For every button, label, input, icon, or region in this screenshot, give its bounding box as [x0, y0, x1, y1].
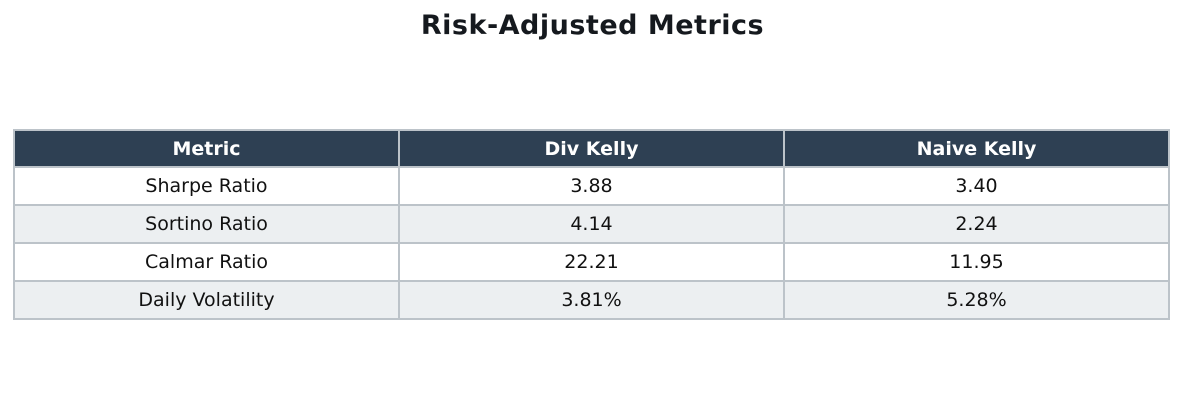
- table-row-sharpe-ratio: Sharpe Ratio 3.88 3.40: [13, 166, 1170, 206]
- metric-name-cell: Calmar Ratio: [13, 242, 400, 282]
- metric-name-cell: Daily Volatility: [13, 280, 400, 320]
- header-row: Metric Div Kelly Naive Kelly: [13, 129, 1170, 168]
- metric-name-cell: Sortino Ratio: [13, 204, 400, 244]
- metric-name-cell: Sharpe Ratio: [13, 166, 400, 206]
- div-kelly-value-cell: 22.21: [398, 242, 785, 282]
- column-header-naive-kelly: Naive Kelly: [783, 129, 1170, 168]
- table-body: Sharpe Ratio 3.88 3.40 Sortino Ratio 4.1…: [13, 166, 1170, 320]
- div-kelly-value-cell: 4.14: [398, 204, 785, 244]
- naive-kelly-value-cell: 11.95: [783, 242, 1170, 282]
- column-header-div-kelly: Div Kelly: [398, 129, 785, 168]
- div-kelly-value-cell: 3.88: [398, 166, 785, 206]
- table-row-calmar-ratio: Calmar Ratio 22.21 11.95: [13, 242, 1170, 282]
- table-row-daily-volatility: Daily Volatility 3.81% 5.28%: [13, 280, 1170, 320]
- risk-metrics-table: Metric Div Kelly Naive Kelly Sharpe Rati…: [13, 129, 1170, 320]
- page-title: Risk-Adjusted Metrics: [420, 10, 765, 41]
- column-header-metric: Metric: [13, 129, 400, 168]
- naive-kelly-value-cell: 2.24: [783, 204, 1170, 244]
- naive-kelly-value-cell: 5.28%: [783, 280, 1170, 320]
- div-kelly-value-cell: 3.81%: [398, 280, 785, 320]
- naive-kelly-value-cell: 3.40: [783, 166, 1170, 206]
- table-header: Metric Div Kelly Naive Kelly: [13, 129, 1170, 168]
- table-row-sortino-ratio: Sortino Ratio 4.14 2.24: [13, 204, 1170, 244]
